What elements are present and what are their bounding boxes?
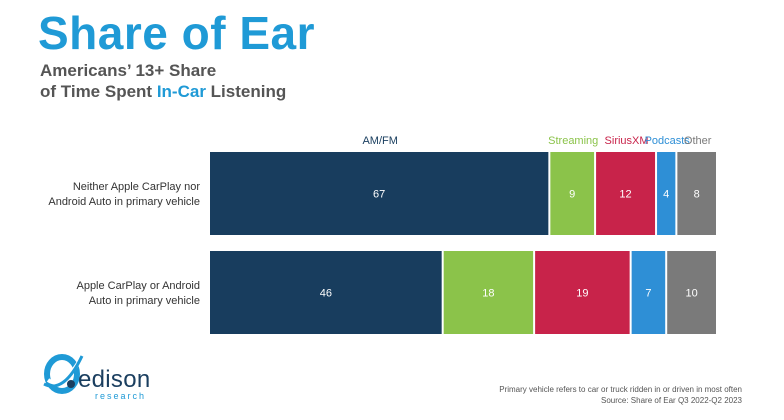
subtitle-line-2-suffix: Listening xyxy=(205,82,287,101)
legend-siriusxm: SiriusXM xyxy=(605,135,649,147)
category-label-line: Apple CarPlay or Android xyxy=(76,280,200,292)
footnote: Primary vehicle refers to car or truck r… xyxy=(499,384,742,406)
logo-wordmark: edison xyxy=(78,366,151,393)
legend-am-fm: AM/FM xyxy=(362,135,397,147)
bar-podcasts-row-2 xyxy=(631,251,666,334)
bar-streaming-row-1 xyxy=(550,152,595,235)
category-label-row-2: Apple CarPlay or Android Auto in primary … xyxy=(76,280,200,307)
data-label-other-row-2: 10 xyxy=(685,288,697,300)
category-label-line: Auto in primary vehicle xyxy=(89,295,200,307)
subtitle-line-2-prefix: of Time Spent xyxy=(40,82,157,101)
footnote-definition: Primary vehicle refers to car or truck r… xyxy=(499,385,742,394)
bar-podcasts-row-1 xyxy=(657,152,676,235)
data-label-streaming-row-2: 18 xyxy=(482,288,494,300)
bar-other-row-1 xyxy=(677,152,716,235)
data-label-podcasts-row-2: 7 xyxy=(645,288,651,300)
data-label-siriusxm-row-1: 12 xyxy=(619,189,631,201)
legend-streaming: Streaming xyxy=(548,135,598,147)
data-label-podcasts-row-1: 4 xyxy=(663,189,669,201)
bar-am-fm-row-2 xyxy=(210,251,442,334)
chart-subtitle: Americans’ 13+ Share of Time Spent In-Ca… xyxy=(40,60,400,102)
legend-other: Other xyxy=(684,135,712,147)
data-label-am-fm-row-1: 67 xyxy=(373,189,385,201)
edison-logo-icon xyxy=(43,354,84,394)
bar-siriusxm-row-2 xyxy=(535,251,630,334)
footnote-source: Source: Share of Ear Q3 2022-Q2 2023 xyxy=(601,396,742,405)
subtitle-highlight: In-Car xyxy=(156,82,206,101)
data-label-siriusxm-row-2: 19 xyxy=(576,288,588,300)
subtitle-line-1: Americans’ 13+ Share xyxy=(40,61,217,80)
data-label-am-fm-row-2: 46 xyxy=(320,288,332,300)
subtitle-line-2: of Time Spent In-Car Listening xyxy=(40,81,400,102)
bar-siriusxm-row-1 xyxy=(596,152,656,235)
legend-podcasts: Podcasts xyxy=(645,135,691,147)
data-label-streaming-row-1: 9 xyxy=(569,189,575,201)
bar-am-fm-row-1 xyxy=(210,152,549,235)
category-label-line: Neither Apple CarPlay nor xyxy=(73,181,201,193)
data-label-other-row-1: 8 xyxy=(694,189,700,201)
bar-other-row-2 xyxy=(667,251,716,334)
category-label-line: Android Auto in primary vehicle xyxy=(48,196,200,208)
bar-streaming-row-2 xyxy=(443,251,534,334)
chart-title: Share of Ear xyxy=(38,7,315,59)
logo-subtext: research xyxy=(95,391,147,401)
category-label-row-1: Neither Apple CarPlay nor Android Auto in… xyxy=(48,181,200,208)
